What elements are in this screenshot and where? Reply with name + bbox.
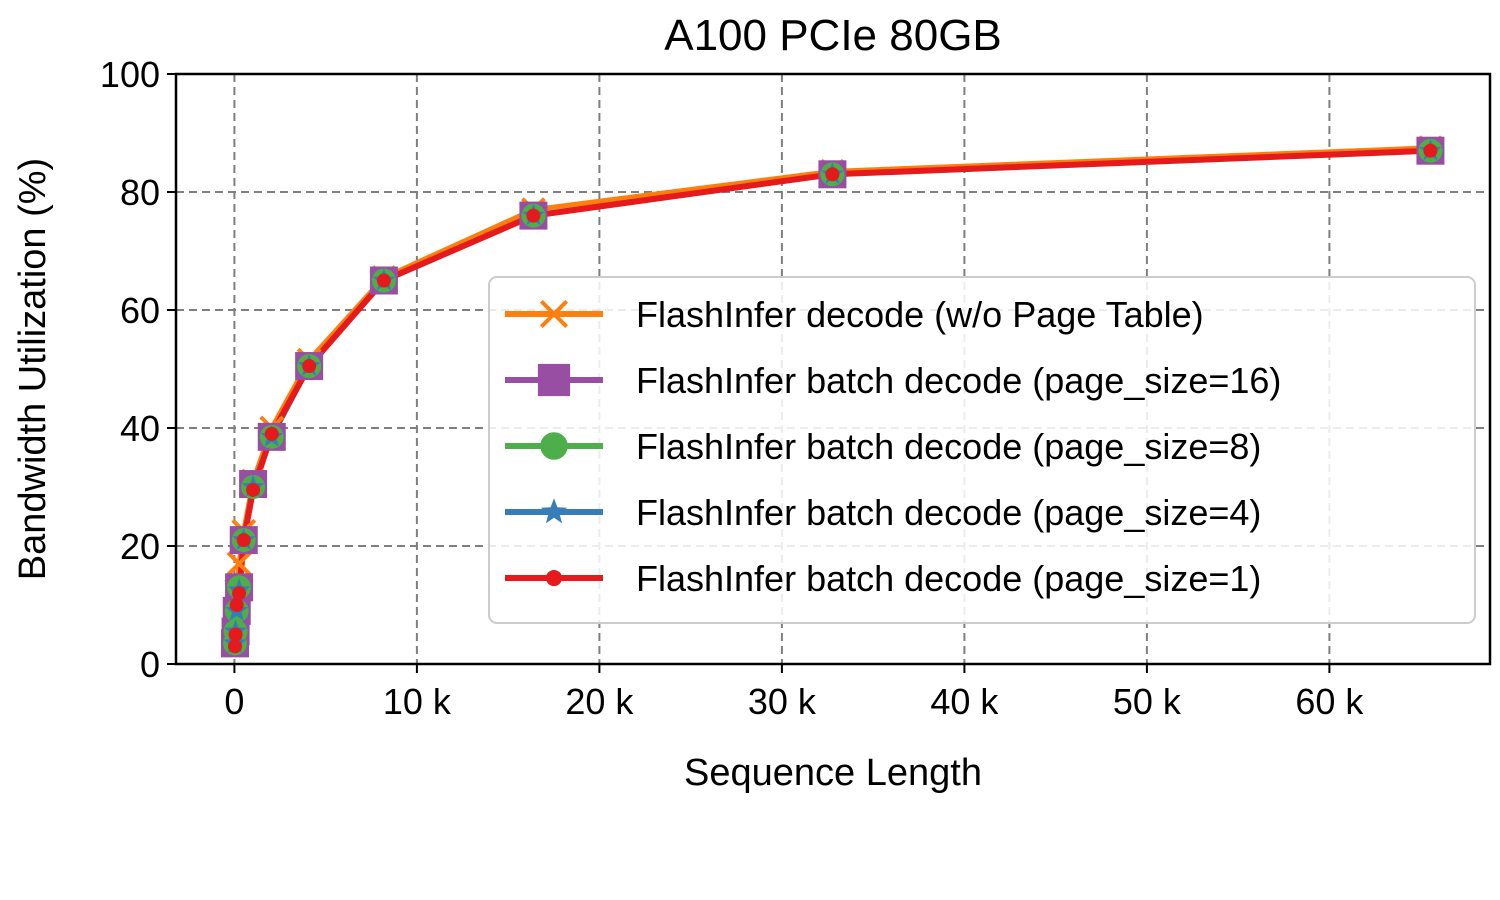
data-point (229, 598, 244, 612)
legend-label: FlashInfer batch decode (page_size=4) (636, 492, 1261, 533)
data-point (226, 551, 252, 577)
x-tick-label: 40 k (930, 681, 999, 722)
data-point (246, 482, 261, 497)
marker-stroke (226, 551, 252, 577)
legend-box (488, 276, 1476, 624)
x-tick-label: 50 k (1113, 681, 1182, 722)
legend-entry-2: FlashInfer batch decode (page_size=8) (505, 426, 1261, 467)
x-tick-label: 30 k (748, 681, 817, 722)
legend-marker (540, 432, 568, 460)
data-point (302, 359, 317, 374)
legend-marker (537, 363, 571, 397)
y-axis-title: Bandwidth Utilization (%) (12, 158, 54, 580)
series-markers (220, 135, 1445, 658)
data-point (264, 426, 279, 441)
data-point (526, 208, 541, 223)
y-tick-label: 60 (120, 290, 160, 331)
axis-ticks: 0 10 k 20 k 30 k 40 k 50 k 60 k 0 20 40 60 80 100 (100, 54, 1364, 722)
x-tick-label: 20 k (565, 681, 634, 722)
legend-label: FlashInfer batch decode (page_size=16) (636, 360, 1281, 401)
data-point (825, 167, 840, 182)
data-point (228, 627, 243, 642)
legend-marker (539, 299, 569, 329)
y-tick-label: 20 (120, 526, 160, 567)
series-markers-4 (227, 143, 1438, 654)
x-axis-title: Sequence Length (684, 752, 982, 794)
data-point (376, 273, 391, 288)
y-tick-label: 80 (120, 172, 160, 213)
legend-marker (540, 498, 568, 524)
plot-area-frame (174, 72, 1492, 666)
legend-label: FlashInfer batch decode (page_size=1) (636, 558, 1261, 599)
data-point (232, 586, 247, 601)
data-point (227, 639, 242, 654)
data-point (1423, 143, 1438, 158)
y-tick-label: 40 (120, 408, 160, 449)
marker-stroke (539, 299, 569, 329)
data-point (236, 533, 251, 548)
x-tick-label: 60 k (1295, 681, 1364, 722)
legend-marker (545, 569, 563, 587)
legend-label: FlashInfer batch decode (page_size=8) (636, 426, 1261, 467)
y-tick-label: 100 (100, 54, 160, 95)
legend: FlashInfer decode (w/o Page Table) FlashI… (488, 276, 1476, 624)
y-tick-label: 0 (140, 644, 160, 685)
legend-label: FlashInfer decode (w/o Page Table) (636, 294, 1204, 335)
legend-entry-4: FlashInfer batch decode (page_size=1) (505, 558, 1261, 599)
x-tick-label: 0 (224, 681, 244, 722)
legend-entry-3: FlashInfer batch decode (page_size=4) (505, 492, 1261, 533)
x-tick-label: 10 k (383, 681, 452, 722)
legend-entry-0: FlashInfer decode (w/o Page Table) (505, 294, 1204, 335)
legend-entry-1: FlashInfer batch decode (page_size=16) (505, 360, 1281, 401)
chart-title: A100 PCIe 80GB (664, 11, 1002, 60)
